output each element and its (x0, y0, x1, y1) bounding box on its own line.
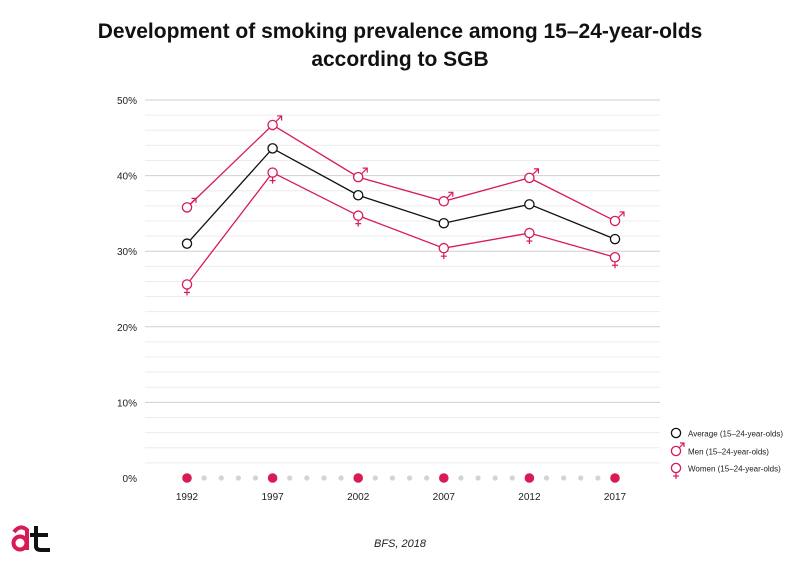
timeline-minor-dot (492, 475, 498, 481)
male-symbol-stem (360, 167, 368, 175)
timeline-minor-dot (218, 475, 224, 481)
data-point-women (267, 167, 278, 178)
legend-marker-average (670, 427, 682, 439)
timeline-minor-dot (389, 475, 396, 481)
timeline-minor-dot (235, 475, 241, 481)
timeline-year-dot (353, 473, 364, 483)
y-tick-label: 40% (117, 172, 137, 183)
timeline-minor-dot (406, 475, 413, 481)
male-symbol-stem (275, 115, 283, 123)
timeline-year-dot (267, 473, 278, 483)
data-point-men (352, 171, 364, 183)
legend-label-men: Men (15–24-year-olds) (688, 448, 769, 457)
timeline-minor-dot (475, 475, 481, 481)
y-tick-label: 10% (117, 398, 137, 409)
legend-marker-men (670, 445, 682, 457)
data-point-women (438, 242, 450, 254)
series-line-average (186, 147, 616, 245)
timeline-minor-dot (304, 475, 310, 481)
brand-logo: at (11, 525, 50, 552)
legend-label-women: Women (15–24-year-olds) (688, 465, 781, 474)
chart-title-line-2: according to SGB (311, 48, 489, 71)
male-symbol-stem (189, 197, 197, 205)
timeline-minor-dot (561, 475, 567, 481)
data-point-women (352, 210, 364, 221)
male-symbol-arrow (191, 197, 197, 203)
chart-title: Development of smoking prevalence among … (0, 18, 800, 74)
data-point-women (181, 279, 193, 290)
timeline-year-dot (439, 473, 449, 483)
male-symbol-arrow (533, 168, 540, 174)
x-tick-label: 2012 (518, 492, 541, 503)
timeline-minor-dot (424, 475, 430, 481)
data-point-women (524, 227, 535, 239)
male-symbol-arrow (619, 211, 625, 217)
male-symbol-arrow (362, 167, 368, 173)
timeline-minor-dot (458, 475, 464, 481)
legend-male-arrow (680, 442, 685, 447)
timeline-year-dot (610, 473, 620, 483)
male-symbol-stem (532, 168, 539, 176)
y-tick-label: 0% (123, 474, 138, 485)
timeline-minor-dot (509, 475, 515, 481)
timeline-year-dot (524, 473, 535, 483)
data-point-average (609, 233, 621, 245)
timeline-minor-dot (372, 475, 378, 481)
data-point-men (181, 202, 193, 213)
male-symbol-arrow (277, 115, 283, 121)
x-tick-label: 2017 (604, 492, 627, 503)
male-symbol-arrow (448, 191, 454, 197)
timeline-year-dot (182, 473, 192, 483)
timeline-minor-dot (595, 475, 601, 481)
y-tick-label: 20% (117, 323, 137, 334)
x-tick-label: 2007 (433, 492, 456, 503)
data-point-average (524, 199, 535, 210)
x-tick-label: 1997 (261, 492, 284, 503)
male-symbol-stem (446, 191, 454, 199)
y-tick-label: 30% (117, 247, 137, 258)
chart-title-line-1: Development of smoking prevalence among … (97, 20, 703, 43)
data-point-average (267, 143, 278, 154)
timeline-minor-dot (338, 475, 344, 481)
legend-label-average: Average (15–24-year-olds) (688, 430, 783, 439)
timeline-minor-dot (252, 475, 259, 481)
timeline-minor-dot (287, 475, 293, 481)
timeline-minor-dot (578, 475, 584, 481)
data-point-men (267, 119, 278, 131)
data-point-men (524, 172, 535, 184)
series-line-men (186, 124, 616, 222)
source-note: BFS, 2018 (374, 538, 426, 550)
legend-marker-women (670, 462, 682, 474)
x-tick-label: 1992 (176, 492, 199, 503)
timeline-minor-dot (201, 475, 207, 481)
data-point-average (181, 238, 193, 249)
data-point-average (438, 217, 450, 229)
data-point-men (438, 196, 450, 207)
y-tick-label: 50% (117, 96, 137, 107)
data-point-men (609, 215, 621, 227)
timeline-minor-dot (543, 475, 550, 481)
legend-male-stem (678, 442, 685, 449)
timeline-minor-dot (321, 475, 327, 481)
x-tick-label: 2002 (347, 492, 370, 503)
male-symbol-stem (617, 211, 625, 219)
series-line-women (186, 171, 616, 285)
data-point-average (352, 190, 364, 201)
data-point-women (609, 251, 621, 263)
